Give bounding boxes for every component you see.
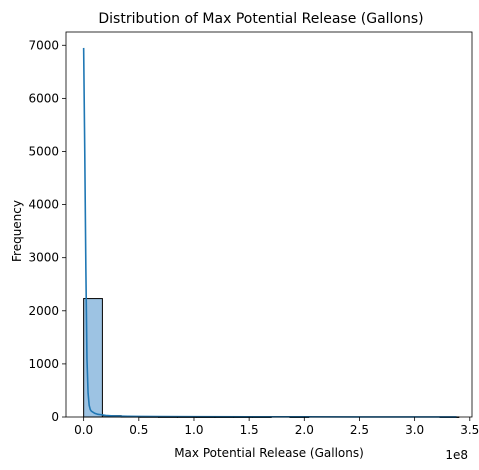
y-tick-label: 4000 xyxy=(28,198,59,212)
y-tick-label: 0 xyxy=(51,410,59,424)
x-axis-label: Max Potential Release (Gallons) xyxy=(174,446,364,460)
histogram-bars xyxy=(83,298,460,418)
y-tick-label: 1000 xyxy=(28,357,59,371)
x-axis-offset-label: 1e8 xyxy=(445,448,468,462)
kde-line xyxy=(82,47,457,418)
x-axis-ticks: 0.0 0.5 1.0 1.5 2.0 2.5 3.0 3.5 xyxy=(74,417,479,437)
y-tick-label: 7000 xyxy=(28,38,59,52)
x-tick-label: 2.0 xyxy=(295,423,314,437)
y-axis-ticks: 0 1000 2000 3000 4000 5000 6000 7000 xyxy=(28,38,66,424)
x-tick-label: 0.0 xyxy=(74,423,93,437)
y-tick-label: 3000 xyxy=(28,251,59,265)
x-tick-label: 1.0 xyxy=(184,423,203,437)
plot-frame xyxy=(65,31,473,418)
x-tick-label: 2.5 xyxy=(350,423,369,437)
y-tick-label: 2000 xyxy=(28,304,59,318)
y-axis-label: Frequency xyxy=(10,200,24,262)
y-tick-label: 6000 xyxy=(28,91,59,105)
x-tick-label: 1.5 xyxy=(240,423,259,437)
x-tick-label: 0.5 xyxy=(129,423,148,437)
chart-title: Distribution of Max Potential Release (G… xyxy=(98,11,423,27)
x-tick-label: 3.5 xyxy=(460,423,479,437)
y-tick-label: 5000 xyxy=(28,144,59,158)
x-tick-label: 3.0 xyxy=(405,423,424,437)
